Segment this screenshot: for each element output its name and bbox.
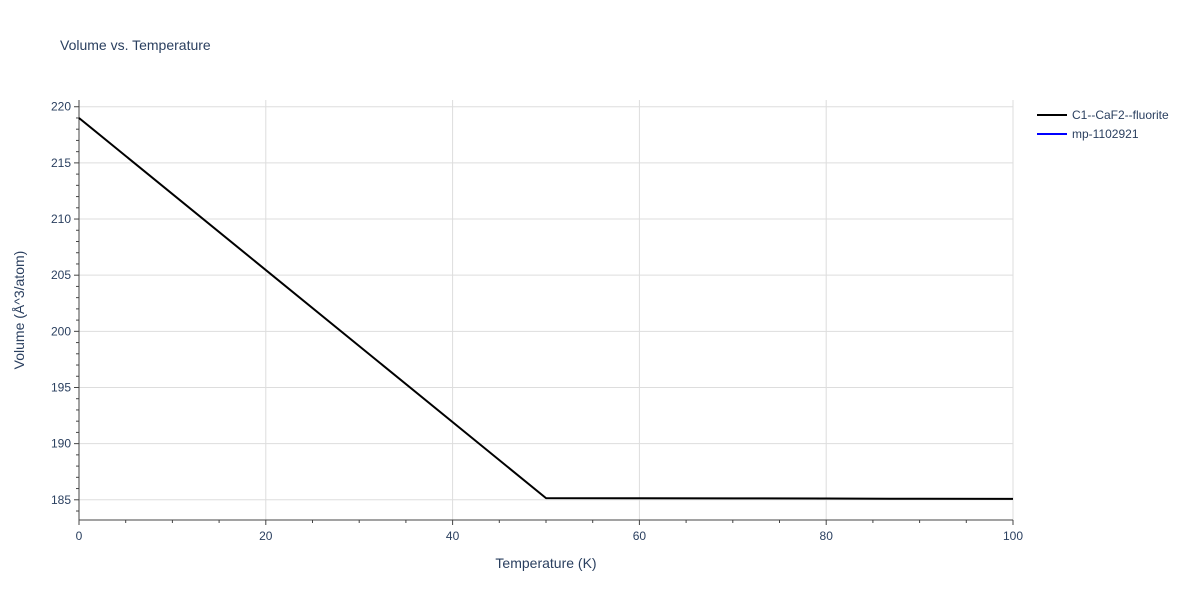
tick-labels: 0 20 40 60 80 100 185 190 195 200 205 210 215 220 xyxy=(51,100,1023,543)
series-line-1 xyxy=(78,117,1014,500)
y-tick-label: 200 xyxy=(51,324,71,338)
x-axis-title: Temperature (K) xyxy=(495,555,596,571)
y-axis-title: Volume (Å^3/atom) xyxy=(11,251,27,370)
y-tick-label: 220 xyxy=(51,100,71,114)
y-tick-label: 210 xyxy=(51,212,71,226)
y-tick-label: 205 xyxy=(51,268,71,282)
y-tick-label: 195 xyxy=(51,380,71,394)
x-tick-label: 80 xyxy=(820,529,834,543)
legend: C1--CaF2--fluorite mp-1102921 xyxy=(1037,108,1169,141)
x-tick-label: 0 xyxy=(76,529,83,543)
axes xyxy=(74,100,1014,525)
chart-title: Volume vs. Temperature xyxy=(60,37,211,53)
legend-label: C1--CaF2--fluorite xyxy=(1072,108,1169,122)
y-tick-label: 185 xyxy=(51,493,71,507)
y-tick-label: 215 xyxy=(51,156,71,170)
y-tick-label: 190 xyxy=(51,437,71,451)
legend-label: mp-1102921 xyxy=(1072,127,1139,141)
x-tick-label: 60 xyxy=(633,529,647,543)
grid xyxy=(79,100,1014,520)
series xyxy=(78,117,1014,500)
x-tick-label: 40 xyxy=(446,529,460,543)
x-tick-label: 100 xyxy=(1003,529,1023,543)
x-tick-label: 20 xyxy=(259,529,273,543)
